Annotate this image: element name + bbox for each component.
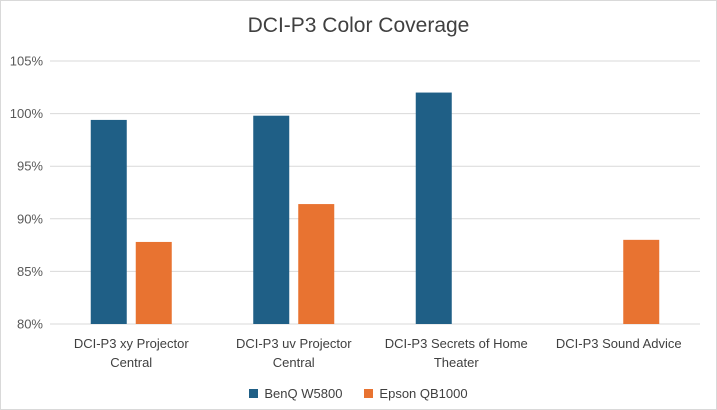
legend-swatch	[364, 389, 374, 398]
x-tick-label: DCI-P3 uv Projector	[236, 336, 352, 351]
y-tick-label: 90%	[17, 211, 43, 226]
legend-label: BenQ W5800	[264, 386, 343, 401]
y-tick-label: 80%	[17, 317, 43, 332]
legend-swatch	[249, 389, 259, 398]
bar-epson-qb1000	[298, 204, 335, 324]
y-tick-label: 95%	[17, 159, 43, 174]
x-tick-label: DCI-P3 Sound Advice	[556, 336, 682, 351]
y-tick-label: 105%	[10, 54, 44, 69]
bar-benq-w5800	[415, 92, 452, 324]
chart-title: DCI-P3 Color Coverage	[247, 14, 470, 37]
x-tick-label: DCI-P3 Secrets of Home	[385, 336, 528, 351]
x-tick-label: Central	[273, 355, 315, 370]
x-tick-label: Central	[110, 355, 152, 370]
legend-item: Epson QB1000	[364, 386, 468, 401]
bar-benq-w5800	[253, 115, 290, 324]
x-tick-label: Theater	[434, 355, 479, 370]
y-tick-label: 100%	[10, 106, 44, 121]
bar-epson-qb1000	[135, 241, 172, 324]
bar-epson-qb1000	[623, 239, 660, 324]
y-tick-label: 85%	[17, 264, 43, 279]
legend-label: Epson QB1000	[379, 386, 468, 401]
x-tick-label: DCI-P3 xy Projector	[74, 336, 190, 351]
legend-item: BenQ W5800	[249, 386, 342, 401]
chart-legend: BenQ W5800 Epson QB1000	[0, 386, 717, 401]
bar-benq-w5800	[90, 119, 127, 324]
